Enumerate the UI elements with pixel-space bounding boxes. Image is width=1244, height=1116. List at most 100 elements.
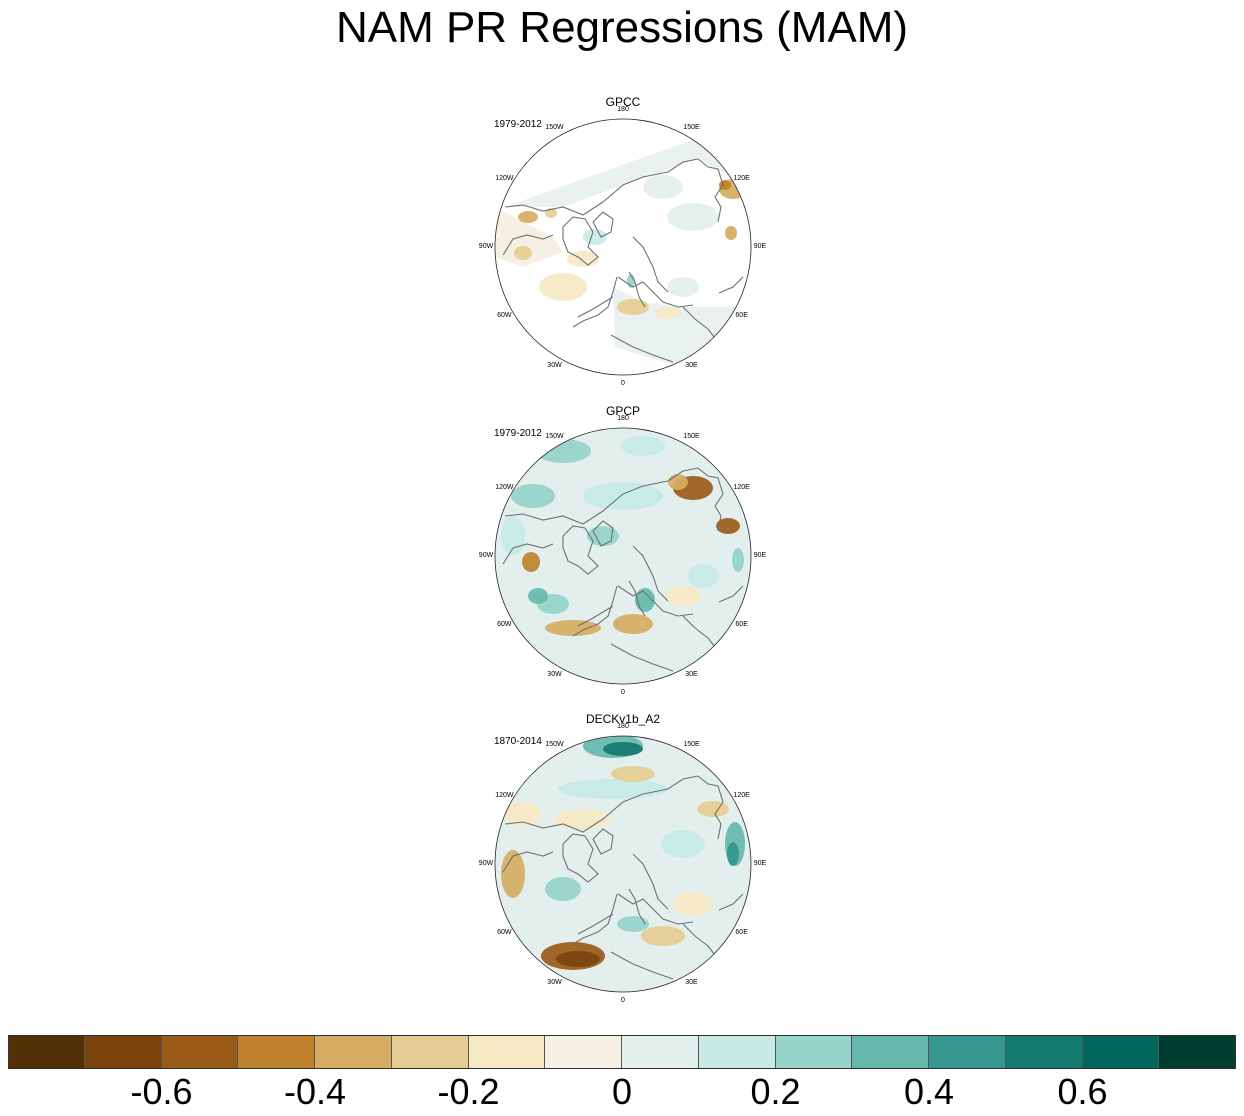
longitude-label: 150W — [545, 741, 564, 749]
map-panel-deckv1b-a2: DECKv1b_A2 1870-2014 180 150E 120E 90E 60E 30… — [470, 712, 780, 1012]
coastline — [502, 234, 554, 256]
anomaly-contour — [667, 277, 699, 297]
anomaly-contour — [545, 620, 601, 636]
map-panel-gpcc: GPCC 1979-2012 180 150E 120E 90E 60E 30E 0 30W 6… — [470, 95, 780, 395]
anomaly-contour — [643, 175, 683, 199]
anomaly-contour — [528, 588, 548, 604]
anomaly-contour — [613, 614, 653, 634]
longitude-label: 150E — [683, 741, 700, 749]
panel-period: 1979-2012 — [494, 119, 542, 130]
longitude-label: 120E — [733, 174, 750, 182]
coastline — [632, 545, 669, 602]
longitude-label: 120W — [495, 483, 514, 491]
longitude-label: 150W — [545, 433, 564, 441]
anomaly-contour — [687, 564, 719, 588]
coastline — [562, 216, 599, 266]
coastlines — [502, 158, 744, 363]
longitude-label: 120E — [733, 791, 750, 799]
anomaly-contour — [514, 246, 532, 260]
coastline — [610, 643, 674, 672]
coastline — [628, 580, 646, 617]
coastline — [572, 276, 618, 328]
longitude-label: 30W — [547, 670, 562, 678]
land-field — [495, 207, 563, 267]
longitude-label: 180 — [617, 723, 629, 730]
longitude-label: 90W — [478, 860, 494, 867]
anomaly-contour — [635, 588, 655, 612]
colorbar-box — [8, 1035, 85, 1069]
coastline — [718, 585, 744, 603]
longitude-label: 90E — [753, 552, 767, 559]
longitude-label: 150W — [545, 124, 564, 132]
anomaly-contour — [539, 273, 587, 301]
longitude-label: 0 — [621, 380, 625, 387]
coastline — [682, 615, 719, 652]
anomaly-contour — [716, 518, 740, 534]
coastline — [577, 605, 614, 627]
colorbar-box — [775, 1035, 853, 1069]
coastline — [682, 306, 719, 343]
longitude-label: 30E — [685, 670, 698, 678]
longitude-label: 180 — [617, 415, 629, 422]
coastline — [617, 585, 694, 617]
coastline — [504, 467, 699, 525]
coastline — [592, 520, 614, 547]
colorbar-box — [622, 1035, 699, 1069]
coastline — [628, 888, 646, 925]
colorbar-box — [545, 1035, 622, 1069]
field-layer — [495, 736, 751, 992]
coastline — [682, 923, 719, 960]
anomaly-contour — [555, 809, 611, 829]
colorbar-tick-label: -0.6 — [130, 1071, 193, 1112]
coastline — [617, 276, 694, 308]
coastline — [562, 833, 599, 883]
panel-title: GPCP — [605, 404, 640, 418]
longitude-label: 90E — [753, 860, 767, 867]
field-layer — [495, 428, 751, 684]
coastline — [617, 893, 694, 925]
colorbar-box — [1082, 1035, 1160, 1069]
anomaly-contour — [518, 211, 538, 223]
coastline — [628, 271, 646, 308]
coastline — [562, 525, 599, 575]
colorbar-tick-label: -0.4 — [283, 1071, 347, 1112]
coastline — [592, 211, 614, 238]
colorbar-box — [929, 1035, 1006, 1069]
longitude-label: 150E — [683, 433, 700, 441]
anomaly-contour — [654, 307, 682, 319]
colorbar-box — [468, 1035, 546, 1069]
colorbar-tick-label: 0.2 — [750, 1071, 801, 1112]
longitude-label: 60W — [497, 620, 512, 628]
map-outline — [494, 118, 752, 376]
land-field — [505, 119, 751, 375]
anomaly-contour — [673, 892, 713, 916]
colorbar-tick-label: 0 — [611, 1071, 633, 1112]
anomaly-contour — [727, 842, 739, 866]
colorbar-box — [852, 1035, 929, 1069]
colorbar-box — [698, 1035, 776, 1069]
coastline — [610, 951, 674, 980]
coastline — [632, 853, 669, 910]
coastline — [718, 276, 744, 294]
longitude-label: 60E — [735, 620, 748, 628]
longitude-label: 90W — [478, 552, 494, 559]
map-outline — [494, 427, 752, 685]
longitude-label: 120E — [733, 483, 750, 491]
field-layer — [495, 119, 751, 375]
colorbar-tick-label: 0.6 — [1057, 1071, 1108, 1112]
panel-title: GPCC — [605, 95, 641, 109]
anomaly-contour — [558, 779, 668, 799]
coastline — [697, 775, 724, 840]
coastline — [504, 158, 699, 216]
anomaly-contour — [732, 548, 744, 572]
coastline — [592, 828, 614, 855]
panel-period: 1870-2014 — [494, 736, 542, 747]
anomaly-contour — [603, 742, 643, 756]
coastline — [697, 158, 724, 223]
anomaly-contour — [501, 516, 525, 556]
panel-title: DECKv1b_A2 — [585, 712, 661, 726]
anomaly-contour — [621, 436, 665, 456]
colorbar-box — [1005, 1035, 1083, 1069]
anomaly-contour — [668, 474, 688, 490]
coastline — [502, 543, 554, 565]
